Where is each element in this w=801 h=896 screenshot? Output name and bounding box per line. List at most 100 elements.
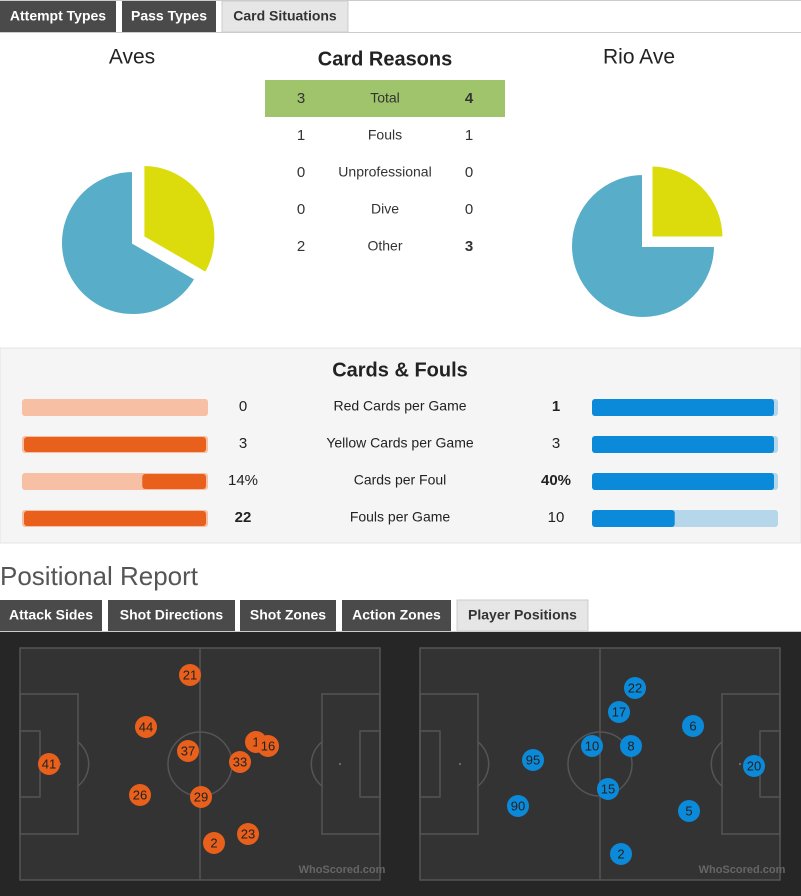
stat-label: Cards per Foul (354, 472, 447, 488)
stat-label: Red Cards per Game (333, 398, 466, 414)
tab-label[interactable]: Shot Zones (250, 607, 326, 623)
player-number: 5 (685, 803, 692, 818)
tab[interactable] (221, 0, 349, 33)
player-marker (177, 740, 199, 762)
player-marker (229, 751, 251, 773)
total-row (265, 80, 505, 117)
away-value: 3 (465, 238, 473, 255)
home-bar (24, 511, 206, 526)
away-value: 40% (541, 472, 571, 489)
away-bar (592, 399, 774, 416)
tab[interactable] (122, 1, 216, 32)
pitch-line (419, 730, 441, 798)
player-marker (743, 755, 765, 777)
player-number: 90 (511, 798, 525, 813)
player-marker (624, 677, 646, 699)
away-bar (592, 473, 774, 490)
player-number: 37 (181, 743, 195, 758)
home-bar-track (22, 399, 208, 416)
tab-label[interactable]: Card Situations (233, 8, 337, 24)
player-number: 22 (628, 680, 642, 695)
player-number: 8 (627, 738, 634, 753)
tab-label[interactable]: Attack Sides (9, 607, 93, 623)
player-number: 10 (585, 738, 599, 753)
reason-label: Other (367, 238, 402, 254)
player-marker (620, 735, 642, 757)
player-number: 95 (526, 752, 540, 767)
tab[interactable] (0, 1, 116, 32)
player-number: 1 (252, 734, 259, 749)
home-value: 2 (297, 238, 305, 255)
away-bar (592, 510, 675, 527)
player-marker (522, 749, 544, 771)
away-value: 1 (552, 398, 560, 415)
pie-slice (650, 164, 725, 239)
player-marker (678, 800, 700, 822)
team-name: Rio Ave (603, 46, 675, 69)
reason-label: Unprofessional (338, 164, 431, 180)
player-number: 33 (233, 754, 247, 769)
away-value: 1 (465, 127, 473, 144)
player-marker (237, 823, 259, 845)
home-bar (24, 437, 206, 452)
home-value: 0 (297, 201, 305, 218)
player-number: 15 (601, 781, 615, 796)
player-number: 44 (139, 719, 153, 734)
pitch-spot (458, 762, 462, 766)
home-value: 3 (297, 90, 305, 107)
player-number: 20 (747, 758, 761, 773)
reason-label: Total (370, 90, 400, 106)
player-marker (597, 778, 619, 800)
tab-label[interactable]: Shot Directions (120, 607, 224, 623)
player-number: 17 (612, 704, 626, 719)
player-marker (179, 664, 201, 686)
home-value: 14% (228, 472, 258, 489)
player-number: 29 (194, 789, 208, 804)
player-marker (507, 795, 529, 817)
home-value: 22 (235, 509, 252, 526)
pitch-spot (338, 762, 342, 766)
home-bar (142, 474, 206, 489)
section-title: Positional Report (0, 561, 199, 591)
player-number: 26 (133, 787, 147, 802)
tab-label[interactable]: Action Zones (352, 607, 441, 623)
tab[interactable] (108, 600, 235, 631)
pitch-line (359, 730, 381, 798)
watermark: WhoScored.com (699, 864, 786, 876)
pie-slice (60, 169, 197, 316)
tab-label[interactable]: Pass Types (131, 8, 207, 24)
player-marker (129, 784, 151, 806)
player-marker (38, 753, 60, 775)
home-value: 0 (239, 398, 247, 415)
player-marker (682, 715, 704, 737)
player-marker (257, 735, 279, 757)
tab[interactable] (0, 600, 102, 631)
player-marker (608, 701, 630, 723)
player-number: 21 (183, 667, 197, 682)
home-value: 1 (297, 127, 305, 144)
player-marker (190, 786, 212, 808)
pie-slice (570, 172, 717, 319)
player-marker (581, 735, 603, 757)
reason-label: Fouls (368, 127, 402, 143)
player-number: 23 (241, 826, 255, 841)
player-number: 41 (42, 756, 56, 771)
pitch-line (310, 741, 323, 787)
player-marker (610, 843, 632, 865)
reason-label: Dive (371, 201, 399, 217)
pie-slice (142, 163, 217, 275)
home-value: 3 (239, 435, 247, 452)
table-title: Card Reasons (318, 48, 453, 70)
watermark: WhoScored.com (299, 864, 386, 876)
tab[interactable] (240, 600, 336, 631)
tab-label[interactable]: Player Positions (468, 607, 577, 623)
home-value: 0 (297, 164, 305, 181)
away-value: 3 (552, 435, 560, 452)
pitch-line (710, 741, 723, 787)
player-number: 2 (210, 835, 217, 850)
player-number: 2 (617, 846, 624, 861)
tab-label[interactable]: Attempt Types (10, 8, 106, 24)
tab[interactable] (456, 599, 589, 632)
player-number: 6 (689, 718, 696, 733)
tab[interactable] (342, 600, 451, 631)
